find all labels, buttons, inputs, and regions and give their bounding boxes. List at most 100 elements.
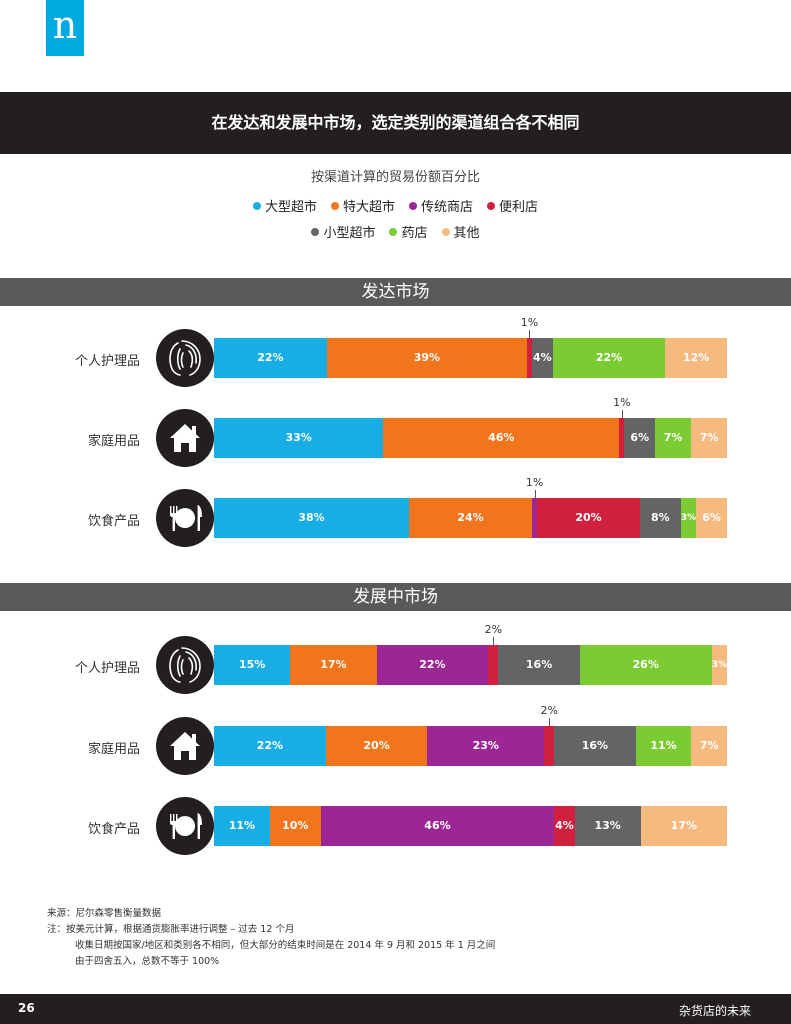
footnotes: 来源：尼尔森零售衡量数据 注：按美元计算，根据通货膨胀率进行调整 – 过去 12… — [47, 906, 495, 970]
bar-segment: 6% — [624, 418, 656, 458]
utensils-icon — [156, 797, 214, 855]
legend-item: 传统商店 — [409, 196, 473, 215]
bar-segment: 11% — [214, 806, 270, 846]
callout-tick — [534, 490, 536, 498]
category-label: 饮食产品 — [87, 822, 140, 837]
callout-tick — [529, 330, 531, 338]
bar-segment — [526, 338, 533, 378]
legend-label: 便利店 — [499, 200, 539, 215]
bar-segment: 26% — [579, 645, 712, 685]
bar-segment: 38% — [214, 498, 409, 538]
chart-subtitle: 按渠道计算的贸易份额百分比 — [310, 170, 480, 185]
bar-segment: 46% — [383, 418, 620, 458]
data-label-callout: 2% — [484, 623, 503, 636]
callout-tick — [493, 637, 495, 645]
legend-swatch — [409, 202, 417, 210]
note-line-3: 由于四舍五入，总数不等于 100% — [75, 956, 220, 967]
data-label-callout: 2% — [540, 704, 558, 717]
bar-segment — [619, 418, 625, 458]
legend-item: 小型超市 — [311, 222, 375, 241]
bar-segment: 8% — [639, 498, 681, 538]
page-number: 26 — [18, 1001, 35, 1015]
section-bar-developing: 发展中市场 — [0, 583, 791, 611]
house-icon — [156, 409, 214, 467]
legend-swatch — [311, 228, 320, 236]
page-title: 在发达和发展中市场，选定类别的渠道组合各不相同 — [0, 92, 791, 154]
bar-segment: 15% — [214, 645, 291, 685]
utensils-icon — [156, 489, 214, 547]
legend-label: 小型超市 — [323, 226, 376, 241]
bar-segment: 13% — [574, 806, 641, 846]
bar-segment: 3% — [711, 645, 727, 685]
stacked-bar: 38% 24% 20% 8% 3% 6% — [214, 498, 727, 538]
legend-item: 特大超市 — [330, 196, 395, 215]
category-label: 家庭用品 — [87, 742, 140, 757]
legend-label: 传统商店 — [421, 200, 474, 215]
stacked-bar: 15% 17% 22% 16% 26% 3% — [214, 645, 727, 685]
bar-segment: 46% — [320, 806, 555, 846]
legend-swatch — [389, 228, 398, 236]
section-bar-developed: 发达市场 — [0, 278, 791, 306]
bar-segment: 20% — [325, 726, 428, 766]
legend-row-2: 小型超市 药店 其他 — [0, 222, 791, 241]
legend-label: 药店 — [401, 226, 428, 241]
bar-segment: 4% — [532, 338, 553, 378]
house-icon — [156, 717, 214, 775]
stacked-bar: 33% 46% 6% 7% 7% — [214, 418, 727, 458]
callout-tick — [549, 718, 551, 726]
callout-tick — [621, 410, 623, 418]
bar-segment: 11% — [635, 726, 692, 766]
bar-segment — [532, 498, 538, 538]
legend-row-1: 大型超市 特大超市 传统商店 便利店 — [0, 196, 791, 215]
legend-item: 药店 — [389, 222, 428, 241]
legend-item: 便利店 — [487, 196, 538, 215]
note-line-2: 收集日期按国家/地区和类别各不相同，但大部分的结束时间是在 2014 年 9 月… — [75, 940, 496, 951]
category-label: 个人护理品 — [74, 661, 140, 676]
stacked-bar: 22% 20% 23% 16% 11% 7% — [214, 726, 727, 766]
legend-swatch — [330, 202, 339, 210]
category-label: 饮食产品 — [87, 514, 140, 529]
stacked-bar: 22% 39% 4% 22% 12% — [214, 338, 727, 378]
bar-segment: 10% — [269, 806, 321, 846]
bar-segment: 22% — [214, 726, 326, 766]
bar-segment: 33% — [214, 418, 384, 458]
bar-segment: 12% — [665, 338, 727, 378]
legend-item: 其他 — [441, 222, 480, 241]
footer-title: 杂货店的未来 — [678, 1004, 751, 1018]
bar-segment: 17% — [290, 645, 377, 685]
hair-icon — [156, 636, 214, 694]
note-line-1: 注：按美元计算，根据通货膨胀率进行调整 – 过去 12 个月 — [47, 924, 295, 935]
bar-segment: 4% — [554, 806, 575, 846]
category-label: 家庭用品 — [87, 434, 140, 449]
bar-segment: 17% — [640, 806, 727, 846]
brand-logo: n — [46, 0, 84, 56]
bar-segment: 16% — [498, 645, 580, 685]
bar-segment: 22% — [214, 338, 327, 378]
bar-segment: 39% — [326, 338, 527, 378]
category-label: 个人护理品 — [74, 354, 140, 369]
page-footer: 26 杂货店的未来 — [0, 994, 791, 1024]
source-note: 来源：尼尔森零售衡量数据 — [47, 908, 162, 919]
bar-segment: 7% — [691, 726, 727, 766]
bar-segment: 7% — [655, 418, 692, 458]
legend-item: 大型超市 — [252, 196, 317, 215]
bar-segment: 23% — [427, 726, 545, 766]
bar-segment — [488, 645, 499, 685]
legend-label: 大型超市 — [264, 200, 317, 215]
data-label-callout: 1% — [520, 316, 539, 329]
hair-icon — [156, 329, 214, 387]
bar-segment: 3% — [680, 498, 697, 538]
legend-swatch — [441, 228, 450, 236]
data-label-callout: 1% — [613, 396, 631, 409]
bar-segment — [544, 726, 555, 766]
bar-segment: 24% — [408, 498, 533, 538]
legend-swatch — [252, 202, 261, 210]
bar-segment: 16% — [554, 726, 636, 766]
stacked-bar: 11% 10% 46% 4% 13% 17% — [214, 806, 727, 846]
legend-label: 其他 — [453, 226, 480, 241]
bar-segment: 20% — [537, 498, 640, 538]
legend-label: 特大超市 — [342, 200, 395, 215]
data-label-callout: 1% — [525, 476, 544, 489]
bar-segment: 7% — [691, 418, 727, 458]
bar-segment: 22% — [376, 645, 489, 685]
